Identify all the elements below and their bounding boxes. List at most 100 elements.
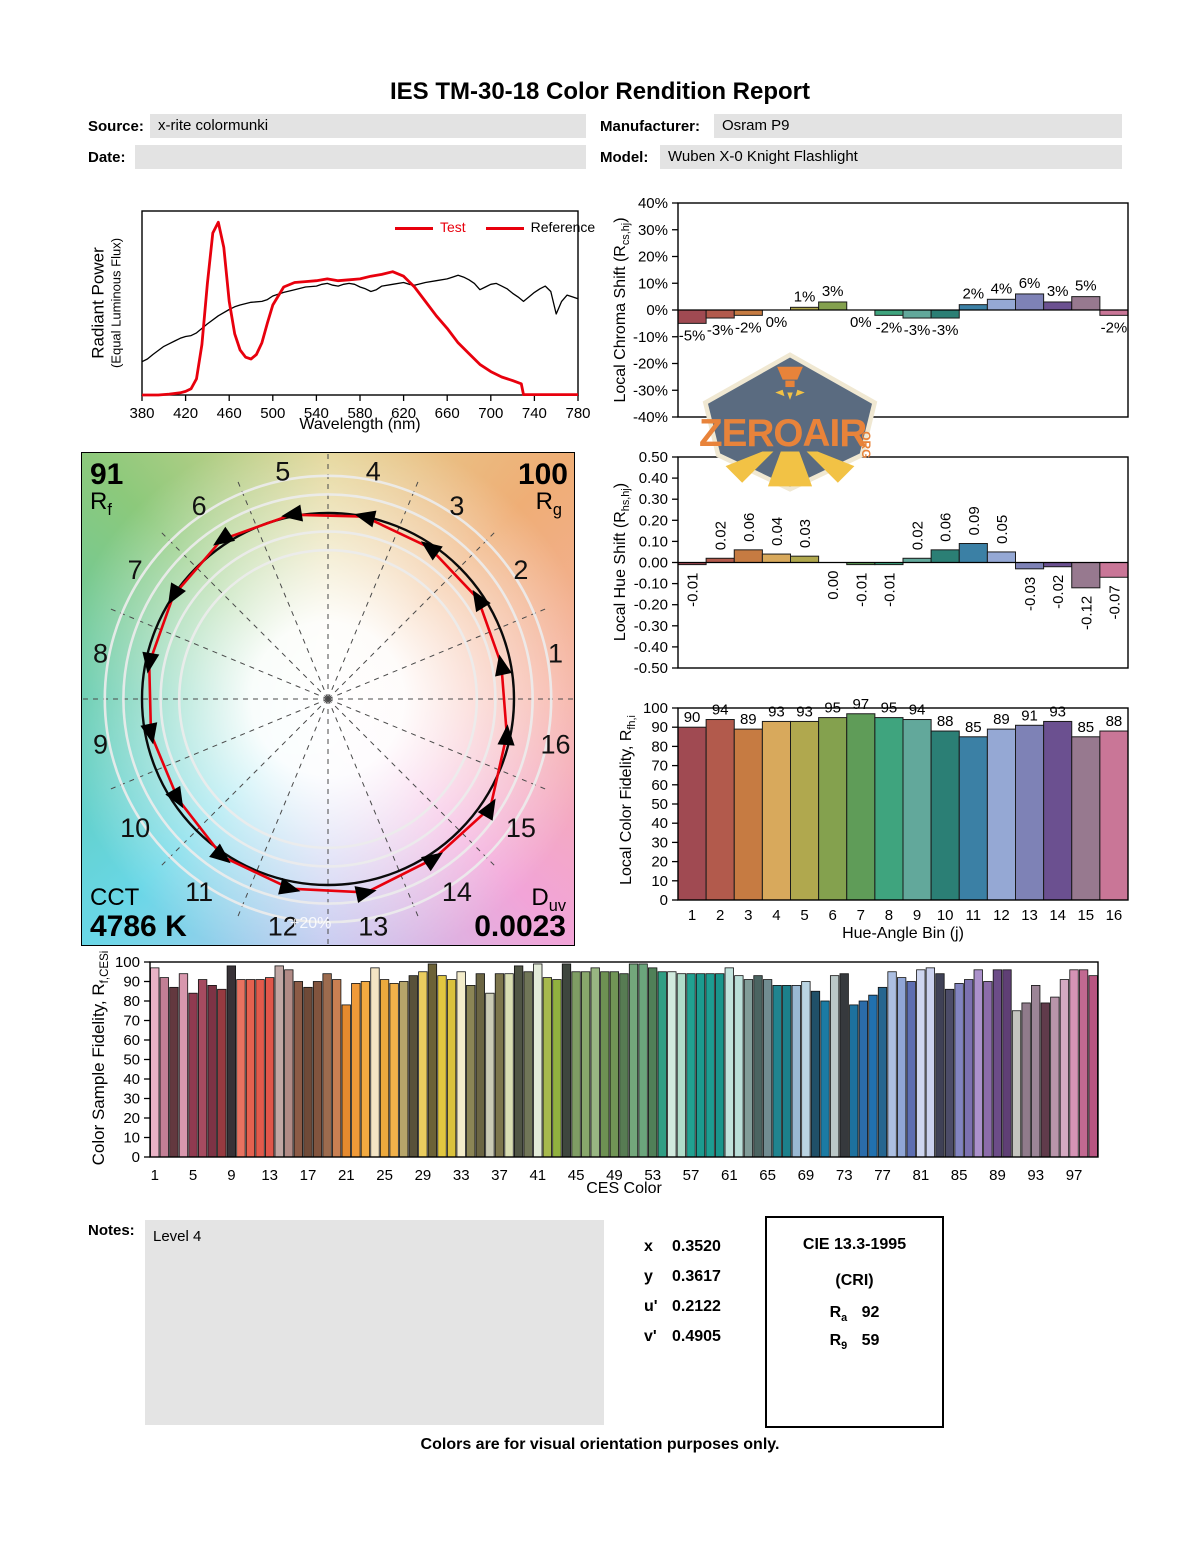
svg-text:420: 420 — [173, 405, 198, 422]
svg-text:15: 15 — [1077, 907, 1094, 924]
svg-text:4%: 4% — [991, 280, 1013, 297]
rg-value: 100 — [517, 458, 568, 491]
svg-text:-0.10: -0.10 — [634, 576, 668, 593]
svg-text:6: 6 — [192, 491, 207, 521]
svg-text:12: 12 — [268, 912, 298, 942]
duv-label: Duv — [531, 884, 566, 915]
svg-text:30: 30 — [651, 834, 668, 851]
chromaticity-u-label: u' — [644, 1298, 658, 1315]
svg-text:85: 85 — [965, 719, 982, 736]
svg-text:100: 100 — [643, 700, 668, 717]
svg-text:21: 21 — [338, 1167, 355, 1184]
svg-text:8: 8 — [93, 639, 108, 669]
svg-text:3: 3 — [744, 907, 752, 924]
svg-text:10: 10 — [937, 907, 954, 924]
svg-text:97: 97 — [852, 696, 869, 713]
chromaticity-x-label: x — [644, 1238, 653, 1255]
svg-text:580: 580 — [347, 405, 372, 422]
svg-text:-5%: -5% — [679, 327, 706, 344]
svg-text:45: 45 — [568, 1167, 585, 1184]
svg-text:0.06: 0.06 — [938, 513, 955, 542]
svg-text:7: 7 — [857, 907, 865, 924]
svg-text:100: 100 — [115, 954, 140, 971]
svg-text:0.00: 0.00 — [639, 555, 668, 572]
source-label: Source: — [88, 118, 144, 135]
svg-text:17: 17 — [300, 1167, 317, 1184]
zeroair-logo: ZEROAIR ORG — [699, 352, 878, 492]
duv-value: 0.0023 — [474, 910, 566, 943]
svg-text:5: 5 — [189, 1167, 197, 1184]
svg-text:0%: 0% — [850, 314, 872, 331]
svg-text:10: 10 — [120, 813, 150, 843]
svg-text:0.40: 0.40 — [639, 470, 668, 487]
svg-text:-2%: -2% — [1101, 319, 1128, 336]
svg-text:8: 8 — [885, 907, 893, 924]
svg-text:93: 93 — [1049, 703, 1066, 720]
svg-text:70: 70 — [123, 1013, 140, 1030]
svg-text:14: 14 — [1049, 907, 1066, 924]
svg-text:1: 1 — [151, 1167, 159, 1184]
svg-text:-0.01: -0.01 — [853, 573, 870, 607]
svg-text:540: 540 — [304, 405, 329, 422]
svg-text:-0.50: -0.50 — [634, 660, 668, 677]
svg-text:94: 94 — [712, 702, 729, 719]
logo-shield — [702, 352, 878, 492]
logo-suffix: ORG — [859, 431, 873, 458]
svg-text:6%: 6% — [1019, 275, 1041, 292]
model-field: Wuben X-0 Knight Flashlight — [660, 145, 1122, 169]
source-field: x-rite colormunki — [150, 114, 586, 138]
svg-text:13: 13 — [261, 1167, 278, 1184]
ces-x-axis-title: CES Color — [586, 1180, 662, 1197]
svg-text:2: 2 — [716, 907, 724, 924]
svg-text:0: 0 — [132, 1149, 140, 1166]
svg-text:0.05: 0.05 — [994, 515, 1011, 544]
svg-text:69: 69 — [798, 1167, 815, 1184]
cri-title: CIE 13.3-1995 — [802, 1236, 907, 1253]
svg-text:3%: 3% — [1047, 283, 1069, 300]
svg-text:-10%: -10% — [633, 329, 668, 346]
svg-text:88: 88 — [937, 713, 954, 730]
manufacturer-label: Manufacturer: — [600, 118, 701, 135]
svg-text:9: 9 — [227, 1167, 235, 1184]
svg-text:620: 620 — [391, 405, 416, 422]
cct-value: 4786 K — [90, 910, 187, 943]
svg-text:13: 13 — [358, 912, 388, 942]
cri-r9-row: R9 59 — [829, 1332, 880, 1353]
svg-text:-0.40: -0.40 — [634, 639, 668, 656]
svg-text:2: 2 — [513, 555, 528, 585]
svg-text:700: 700 — [478, 405, 503, 422]
svg-text:7: 7 — [128, 555, 143, 585]
svg-text:15: 15 — [506, 813, 536, 843]
cri-box: CIE 13.3-1995 (CRI) Ra 92 R9 59 — [765, 1216, 944, 1428]
fidelity-y-axis-title: Local Color Fidelity, Rfh,i — [617, 715, 639, 885]
svg-text:89: 89 — [740, 711, 757, 728]
svg-text:30: 30 — [123, 1091, 140, 1108]
svg-text:93: 93 — [796, 703, 813, 720]
svg-text:0.03: 0.03 — [797, 519, 814, 548]
chromaticity-y-label: y — [644, 1268, 653, 1285]
svg-text:-0.01: -0.01 — [685, 573, 702, 607]
svg-text:9: 9 — [913, 907, 921, 924]
svg-text:90: 90 — [684, 709, 701, 726]
svg-text:61: 61 — [721, 1167, 738, 1184]
svg-text:-0.12: -0.12 — [1078, 596, 1095, 630]
chroma-y-axis-title: Local Chroma Shift (Rcs,hj) — [611, 217, 633, 403]
svg-text:460: 460 — [217, 405, 242, 422]
svg-text:4: 4 — [366, 456, 381, 486]
svg-text:29: 29 — [415, 1167, 432, 1184]
chromaticity-v-label: v' — [644, 1328, 657, 1345]
svg-text:25: 25 — [376, 1167, 393, 1184]
svg-text:57: 57 — [683, 1167, 700, 1184]
svg-text:85: 85 — [1077, 719, 1094, 736]
hue-y-axis-title: Local Hue Shift (Rhs,hj) — [611, 482, 633, 642]
svg-text:40: 40 — [123, 1071, 140, 1088]
svg-text:60: 60 — [123, 1032, 140, 1049]
svg-text:14: 14 — [442, 877, 472, 907]
svg-text:89: 89 — [989, 1167, 1006, 1184]
svg-text:85: 85 — [951, 1167, 968, 1184]
svg-text:0.06: 0.06 — [741, 513, 758, 542]
svg-text:-0.30: -0.30 — [634, 618, 668, 635]
svg-text:93: 93 — [1027, 1167, 1044, 1184]
